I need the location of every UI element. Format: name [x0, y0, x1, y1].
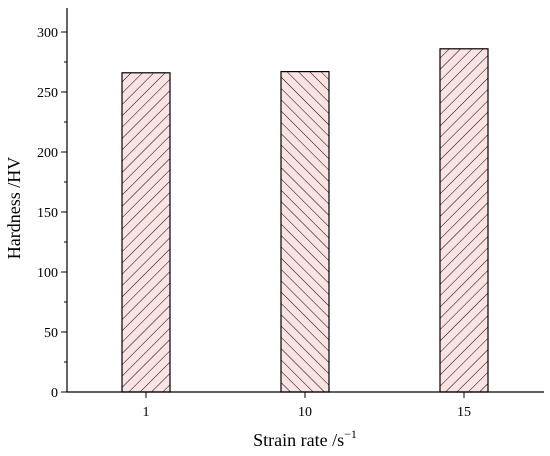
x-axis-title: Strain rate /s−1: [253, 427, 357, 450]
x-tick-label-10: 10: [298, 405, 312, 420]
x-tick-label-15: 15: [457, 405, 471, 420]
y-tick-label-100: 100: [37, 266, 58, 281]
x-tick-label-1: 1: [143, 405, 150, 420]
bar-15: [439, 48, 489, 393]
y-tick-label-50: 50: [44, 326, 58, 341]
x-axis-title-superscript: −1: [344, 427, 357, 441]
y-tick-label-0: 0: [51, 386, 58, 401]
axes-group: 0 50 100 150 200 250 300 1 10 15: [37, 8, 544, 420]
bar-10: [280, 70, 330, 393]
y-tick-label-200: 200: [37, 146, 58, 161]
bars-group: [121, 48, 489, 393]
y-tick-label-150: 150: [37, 206, 58, 221]
y-axis-title: Hardness /HV: [4, 157, 24, 259]
y-tick-label-250: 250: [37, 86, 58, 101]
bar-1: [121, 72, 171, 393]
x-axis-title-text: Strain rate /s: [253, 430, 344, 450]
y-tick-label-300: 300: [37, 26, 58, 41]
